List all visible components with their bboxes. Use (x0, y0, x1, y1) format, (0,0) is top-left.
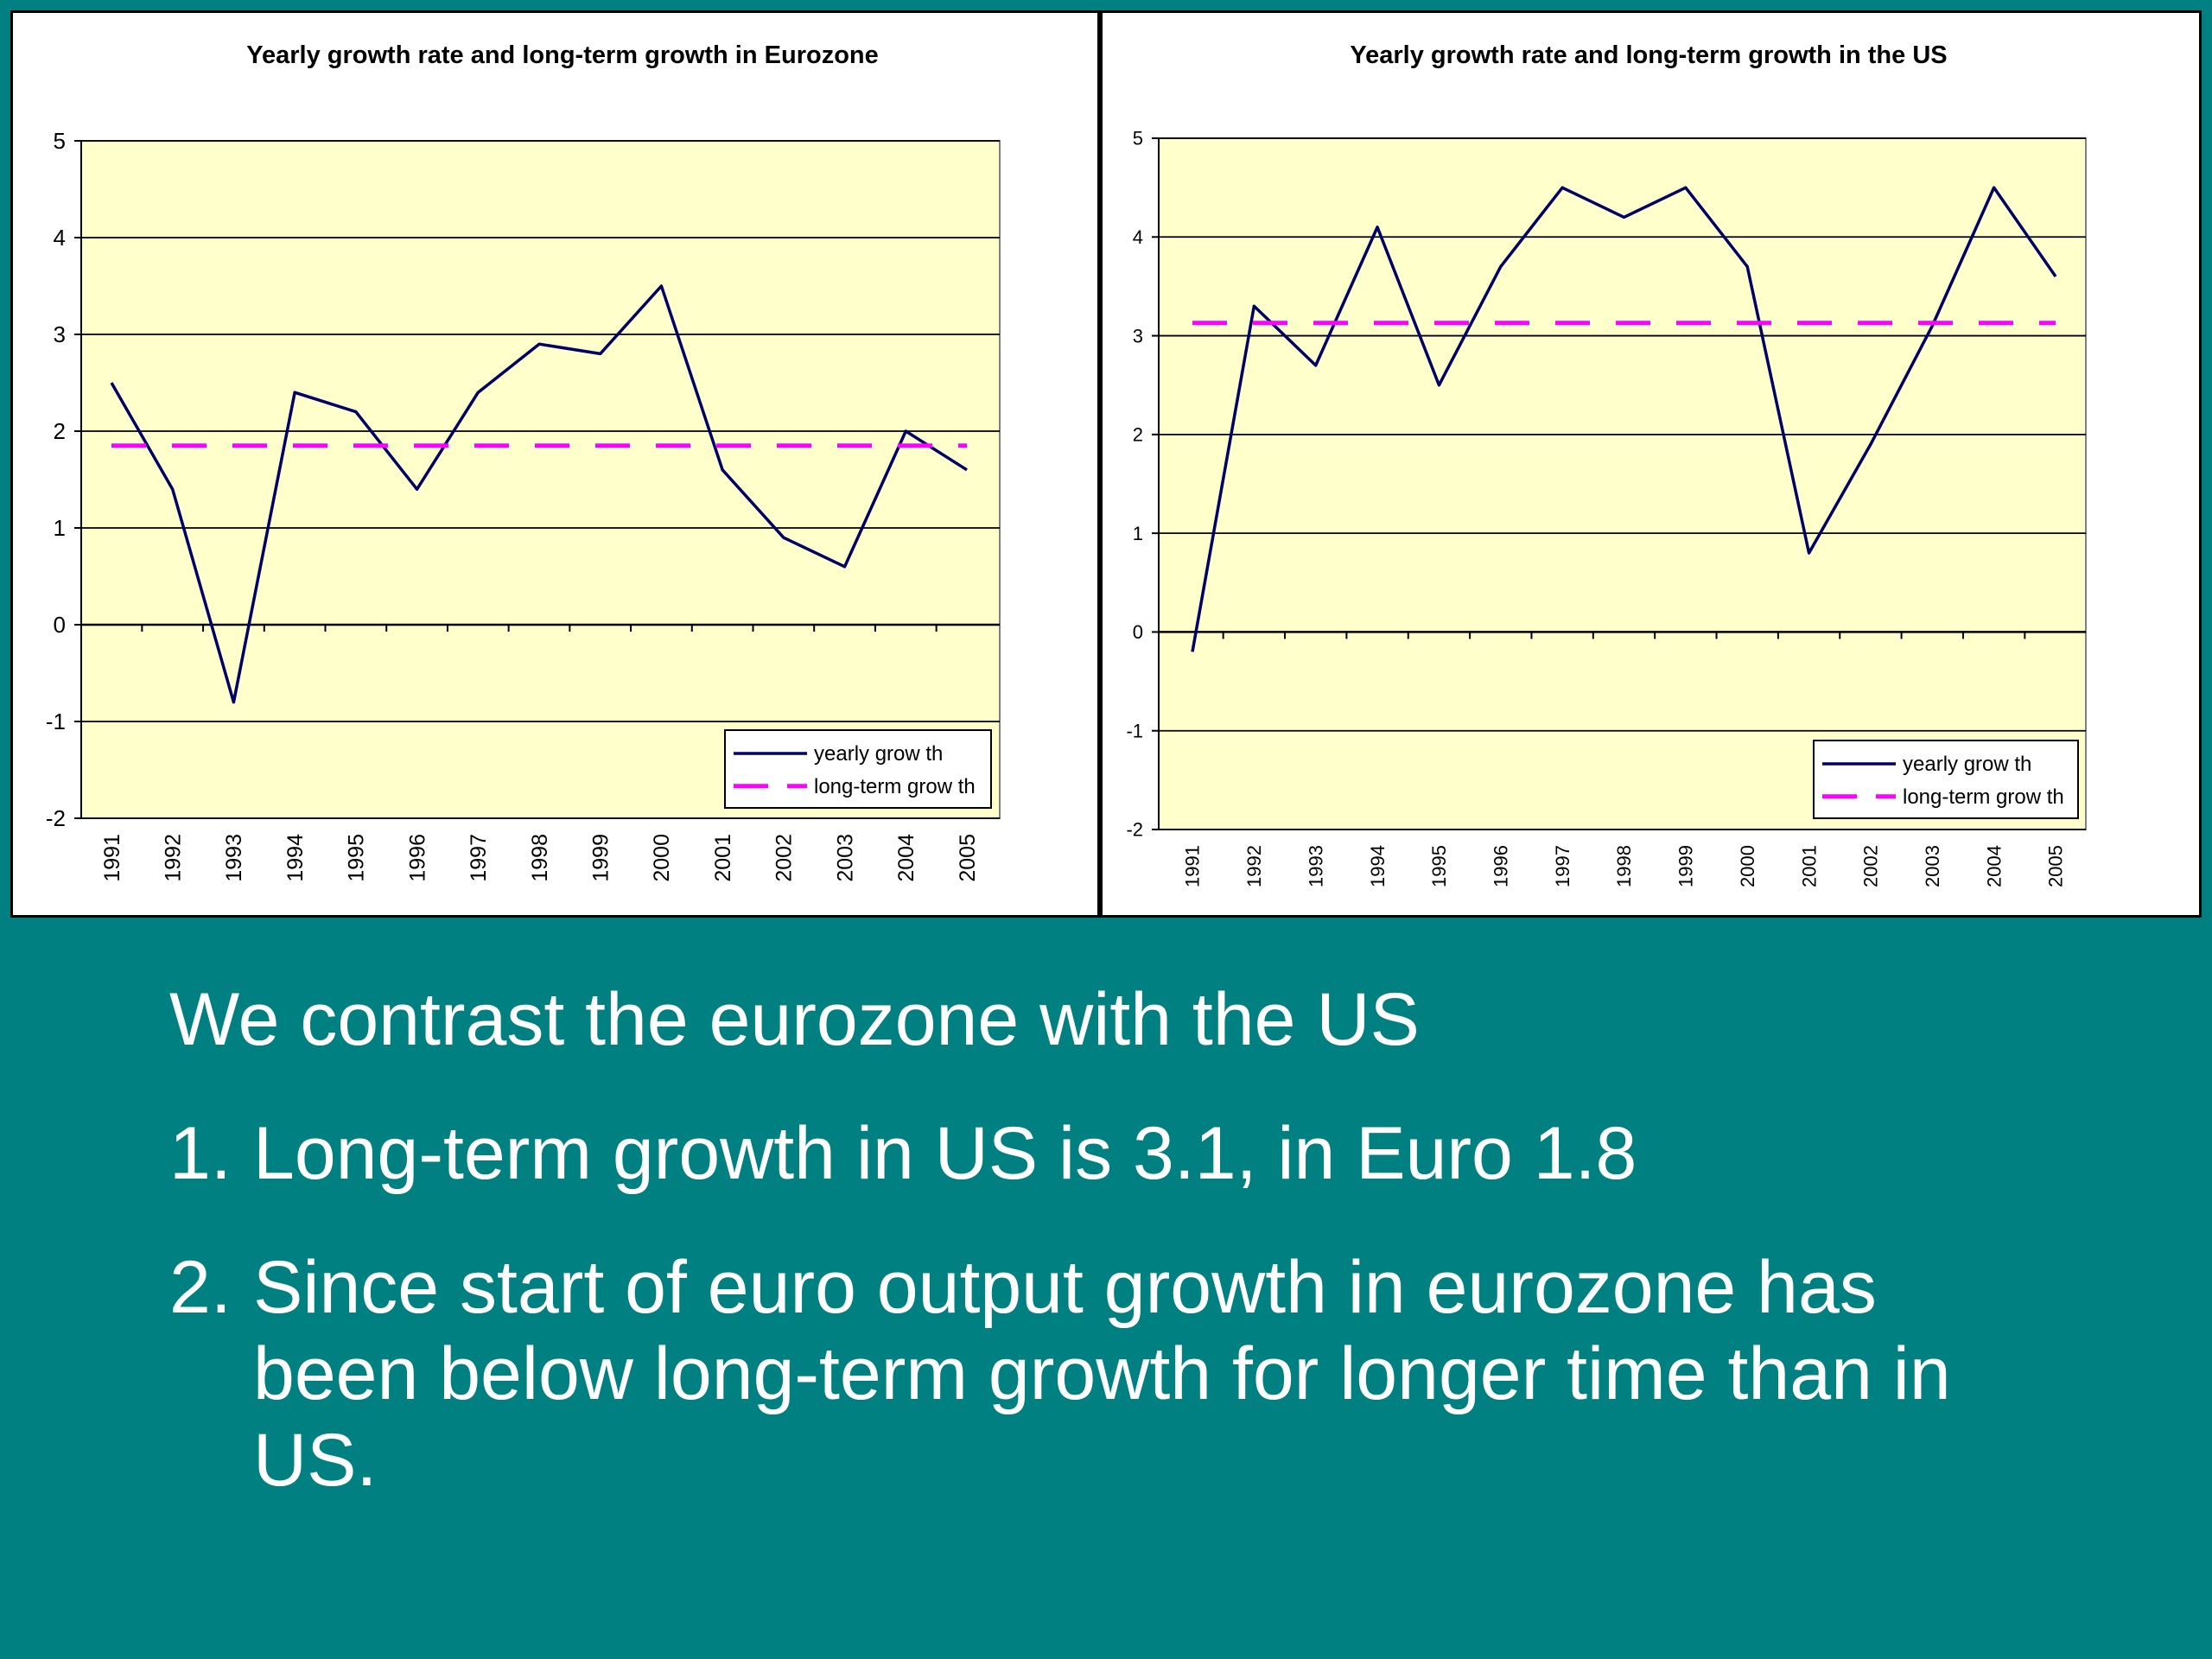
y-tick-label: 1 (1133, 523, 1143, 544)
x-tick-label: 1996 (405, 834, 429, 882)
x-tick-label: 1995 (345, 834, 369, 882)
x-tick-label: 2000 (1737, 845, 1758, 887)
x-tick-label: 1997 (467, 834, 491, 882)
legend-box (724, 729, 992, 809)
x-tick-label: 1999 (1675, 845, 1697, 887)
plot-area (1158, 137, 2087, 830)
x-tick-label: 1991 (1182, 845, 1204, 887)
numbered-item-1: 1. Long-term growth in US is 3.1, in Eur… (169, 1110, 2027, 1197)
item-text: Long-term growth in US is 3.1, in Euro 1… (253, 1112, 1637, 1195)
x-tick-label: 2002 (772, 834, 797, 882)
x-tick-label: 1996 (1490, 845, 1511, 887)
numbered-item-2: 2. Since start of euro output growth in … (169, 1244, 2027, 1503)
x-tick-label: 2005 (2045, 845, 2067, 887)
y-tick-label: 4 (54, 225, 66, 251)
yearly-growth-line (110, 284, 968, 704)
x-tick-label: 2002 (1860, 845, 1882, 887)
legend-box (1813, 740, 2079, 819)
x-tick-label: 2003 (833, 834, 857, 882)
y-tick-label: -2 (46, 805, 66, 831)
x-tick-label: 1991 (100, 834, 124, 882)
x-tick-label: 1992 (1243, 845, 1265, 887)
x-tick-label: 2004 (1983, 845, 2005, 887)
y-tick-label: 2 (54, 418, 66, 444)
y-tick-label: 2 (1133, 424, 1143, 446)
x-tick-label: 1999 (588, 834, 613, 882)
x-tick-label: 1994 (283, 834, 308, 882)
x-tick-label: 1994 (1367, 845, 1389, 887)
intro-line: We contrast the eurozone with the US (169, 978, 1420, 1061)
x-tick-label: 1997 (1552, 845, 1573, 887)
x-tick-label: 2001 (711, 834, 735, 882)
x-tick-label: 2004 (894, 834, 918, 882)
y-tick-label: -2 (1126, 819, 1143, 841)
x-tick-label: 1992 (161, 834, 185, 882)
chart-title: Yearly growth rate and long-term growth … (246, 41, 879, 69)
y-tick-label: 3 (1133, 325, 1143, 346)
x-tick-label: 2001 (1798, 845, 1820, 887)
x-tick-label: 1993 (1305, 845, 1326, 887)
x-tick-label: 1993 (222, 834, 246, 882)
y-tick-label: 5 (54, 128, 66, 154)
y-tick-label: -1 (1126, 720, 1143, 741)
x-tick-label: 2005 (956, 834, 980, 882)
yearly-growth-line (1191, 186, 2057, 652)
x-tick-label: 1995 (1428, 845, 1450, 887)
chart-title: Yearly growth rate and long-term growth … (1350, 41, 1947, 69)
item-number: 2. (169, 1246, 232, 1329)
slide-body-text: We contrast the eurozone with the US 1. … (169, 976, 2027, 1503)
y-tick-label: 0 (54, 612, 66, 638)
line-chart: Yearly growth rate and long-term growth … (46, 41, 1001, 882)
eurozone-chart-panel: Yearly growth rate and long-term growth … (10, 10, 1100, 918)
legend-label: long-term grow th (814, 775, 976, 798)
x-tick-label: 2000 (650, 834, 674, 882)
legend-label: long-term grow th (1903, 785, 2064, 809)
y-tick-label: 0 (1133, 621, 1143, 643)
y-tick-label: 1 (54, 515, 66, 541)
y-tick-label: 5 (1133, 128, 1143, 149)
legend-label: yearly grow th (1903, 753, 2031, 776)
y-tick-label: 3 (54, 321, 66, 347)
legend-label: yearly grow th (814, 742, 943, 766)
us-chart-panel: Yearly growth rate and long-term growth … (1100, 10, 2202, 918)
item-text: Since start of euro output growth in eur… (253, 1246, 1951, 1502)
x-tick-label: 2003 (1922, 845, 1943, 887)
y-tick-label: -1 (46, 709, 66, 734)
x-tick-label: 1998 (1613, 845, 1635, 887)
item-number: 1. (169, 1112, 232, 1195)
plot-area (80, 140, 1001, 819)
x-tick-label: 1998 (528, 834, 552, 882)
y-tick-label: 4 (1133, 226, 1143, 248)
line-chart: Yearly growth rate and long-term growth … (1126, 41, 2087, 887)
